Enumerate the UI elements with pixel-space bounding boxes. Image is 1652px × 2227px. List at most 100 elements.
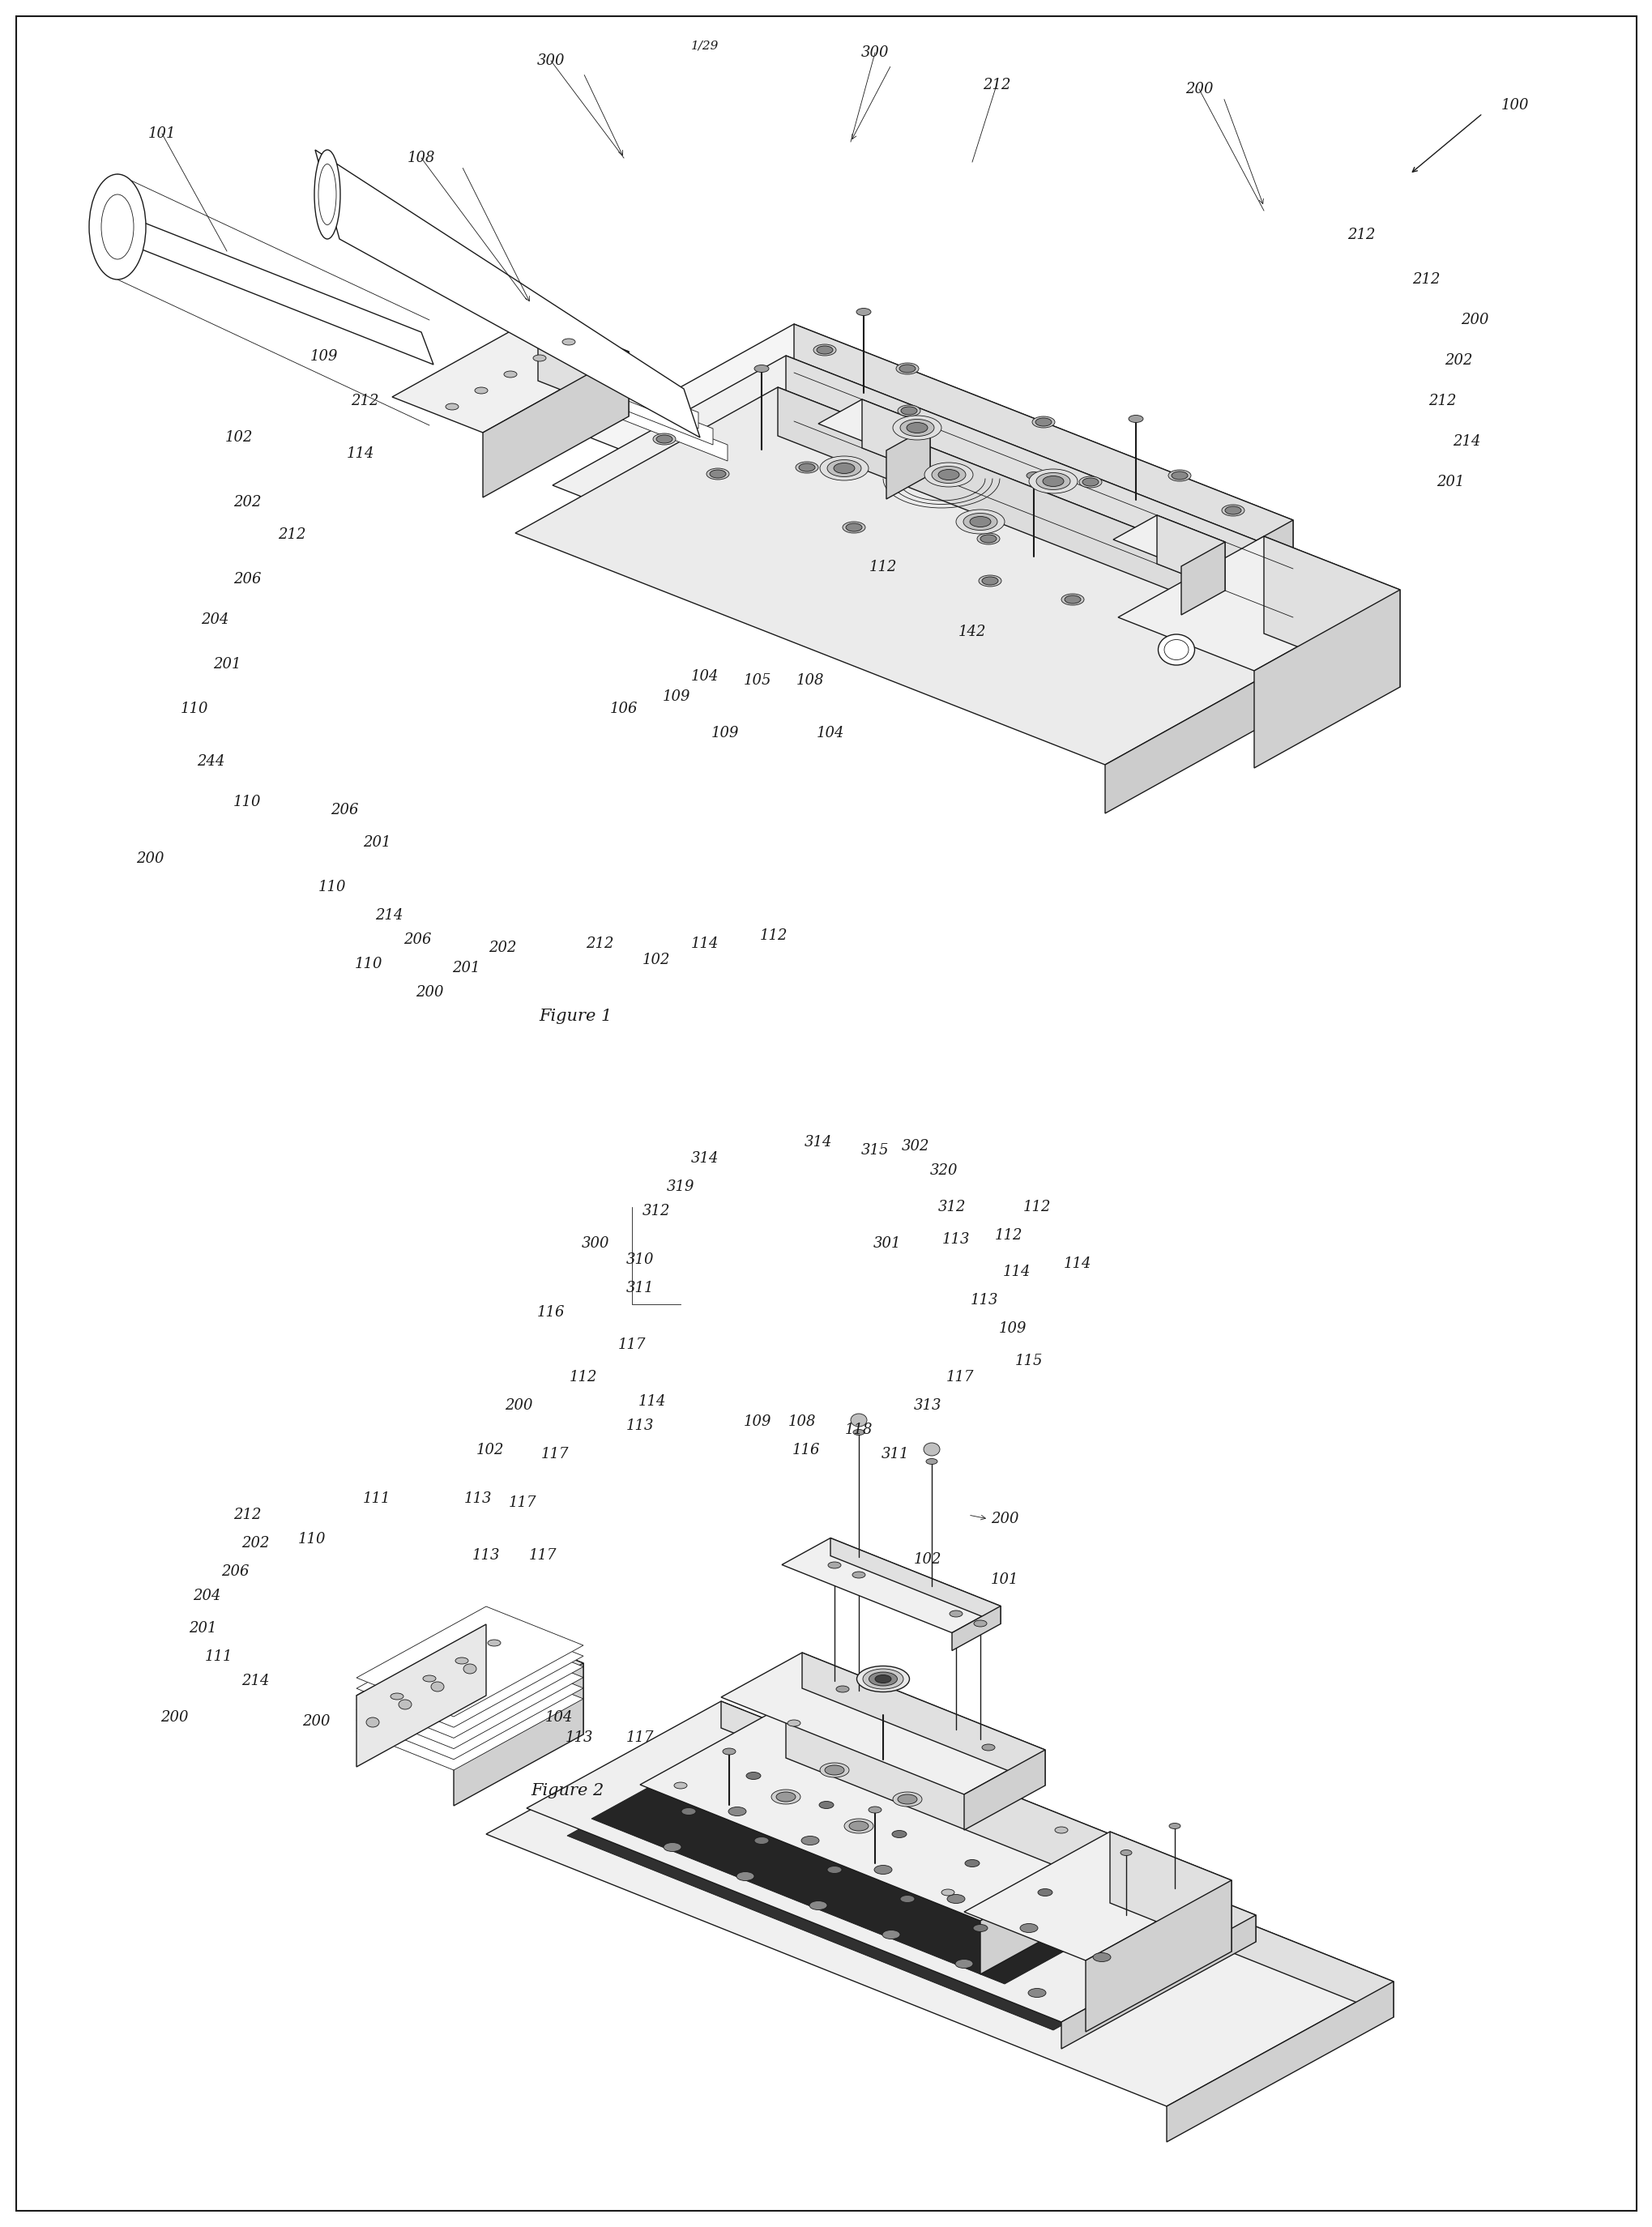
Ellipse shape [923, 1443, 940, 1456]
Text: 114: 114 [347, 445, 375, 461]
Ellipse shape [454, 1657, 468, 1664]
Polygon shape [357, 1650, 583, 1759]
Ellipse shape [981, 1744, 995, 1750]
Ellipse shape [1061, 595, 1084, 606]
Text: 110: 110 [180, 702, 208, 717]
Polygon shape [781, 1539, 999, 1632]
Text: 214: 214 [241, 1675, 269, 1688]
Ellipse shape [852, 1430, 864, 1434]
Ellipse shape [1042, 477, 1064, 485]
Ellipse shape [681, 1808, 695, 1815]
Text: 311: 311 [881, 1448, 909, 1461]
Ellipse shape [1079, 477, 1102, 488]
Ellipse shape [907, 423, 927, 432]
Polygon shape [1097, 570, 1330, 748]
Ellipse shape [1163, 639, 1188, 659]
Ellipse shape [737, 1871, 753, 1880]
Text: 312: 312 [938, 1200, 965, 1214]
Ellipse shape [1064, 595, 1080, 604]
Ellipse shape [826, 459, 861, 477]
Ellipse shape [398, 1699, 411, 1710]
Text: 113: 113 [970, 1294, 998, 1307]
Text: 312: 312 [643, 1205, 671, 1218]
Text: 204: 204 [193, 1588, 220, 1603]
Text: 118: 118 [844, 1423, 872, 1436]
Ellipse shape [1082, 479, 1099, 485]
Polygon shape [482, 352, 628, 497]
Ellipse shape [862, 1668, 904, 1688]
Ellipse shape [856, 307, 871, 316]
Ellipse shape [819, 1802, 833, 1808]
Text: 117: 117 [509, 1497, 537, 1510]
Polygon shape [357, 1606, 583, 1717]
Text: 108: 108 [796, 673, 824, 688]
Ellipse shape [314, 149, 340, 238]
Text: 102: 102 [914, 1552, 942, 1568]
Ellipse shape [534, 354, 545, 361]
Text: 108: 108 [788, 1414, 816, 1430]
Polygon shape [486, 1710, 1393, 2107]
Text: 202: 202 [1444, 354, 1472, 367]
Ellipse shape [562, 339, 575, 345]
Text: 212: 212 [350, 394, 378, 408]
Text: 114: 114 [1003, 1265, 1031, 1278]
Ellipse shape [89, 174, 145, 281]
Text: 206: 206 [403, 933, 431, 946]
Ellipse shape [869, 1672, 897, 1686]
Polygon shape [963, 1831, 1231, 1960]
Polygon shape [537, 316, 628, 416]
Ellipse shape [897, 405, 920, 416]
Text: 206: 206 [221, 1563, 249, 1579]
Text: 314: 314 [805, 1136, 833, 1149]
Ellipse shape [970, 517, 991, 528]
Polygon shape [980, 1840, 1125, 1975]
Text: 108: 108 [406, 151, 434, 165]
Text: 116: 116 [537, 1305, 565, 1321]
Ellipse shape [809, 1902, 826, 1911]
Ellipse shape [851, 1414, 867, 1428]
Text: 300: 300 [861, 45, 889, 60]
Polygon shape [829, 1539, 999, 1623]
Text: 320: 320 [930, 1162, 958, 1178]
Ellipse shape [819, 457, 867, 481]
Text: 114: 114 [1064, 1256, 1090, 1272]
Polygon shape [1113, 514, 1224, 566]
Ellipse shape [753, 1837, 768, 1844]
Ellipse shape [1032, 416, 1054, 428]
Ellipse shape [892, 416, 942, 441]
Ellipse shape [976, 532, 999, 543]
Ellipse shape [844, 1819, 872, 1833]
Text: 102: 102 [225, 430, 253, 445]
Text: 110: 110 [355, 958, 382, 971]
Ellipse shape [923, 463, 973, 488]
Polygon shape [639, 1704, 1125, 1920]
Ellipse shape [955, 1960, 973, 1969]
Ellipse shape [938, 470, 958, 481]
Polygon shape [785, 356, 1330, 619]
Text: 212: 212 [1346, 227, 1374, 243]
Text: 111: 111 [205, 1650, 233, 1664]
Text: 200: 200 [1460, 312, 1488, 327]
Ellipse shape [1168, 470, 1191, 481]
Ellipse shape [786, 1719, 800, 1726]
Ellipse shape [930, 472, 952, 485]
Ellipse shape [973, 1924, 988, 1931]
Text: 105: 105 [743, 673, 771, 688]
Text: 115: 115 [1014, 1354, 1042, 1367]
Polygon shape [316, 149, 700, 436]
Text: 109: 109 [998, 1321, 1026, 1336]
Ellipse shape [813, 345, 836, 356]
Ellipse shape [798, 463, 814, 472]
Text: 109: 109 [710, 726, 738, 739]
Ellipse shape [892, 1831, 907, 1837]
Ellipse shape [843, 521, 866, 532]
Polygon shape [357, 1639, 583, 1748]
Ellipse shape [423, 1675, 436, 1681]
Ellipse shape [833, 463, 854, 474]
Text: 112: 112 [760, 929, 788, 942]
Polygon shape [539, 350, 699, 428]
Text: 200: 200 [135, 851, 164, 866]
Text: 114: 114 [638, 1394, 666, 1410]
Ellipse shape [390, 1693, 403, 1699]
Ellipse shape [431, 1681, 444, 1693]
